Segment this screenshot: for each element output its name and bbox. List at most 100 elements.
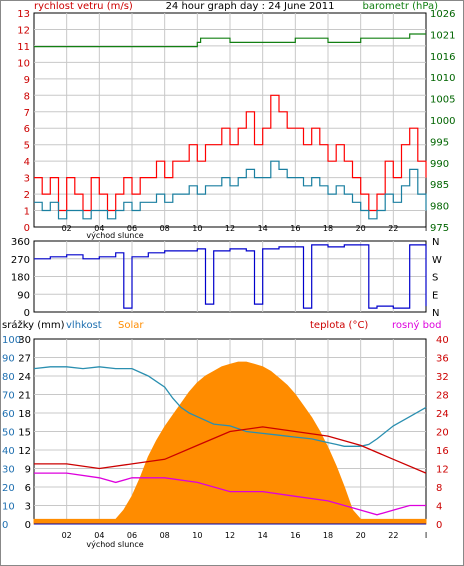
y-left-tick-label: 0	[24, 308, 30, 319]
x-tick-label: 16	[290, 531, 300, 540]
x-tick-label: 18	[323, 224, 333, 233]
y-right-tick-label: 995	[430, 137, 449, 148]
panel1-y-tick-labels: 0123456789101112139759809859909951000100…	[17, 9, 455, 234]
x-tick-label: 12	[225, 531, 235, 540]
y-right-tick-label: 1005	[430, 95, 455, 106]
rain-humidity-solar-temperature-panel: 0102030405060708090100036912151821242730…	[2, 335, 449, 549]
panel2-series	[34, 244, 427, 309]
y-left-tick-label: 12	[17, 25, 30, 36]
y-right-tick-label: 985	[430, 180, 449, 191]
y-right-tick-label: E	[432, 290, 438, 301]
y-left-humidity-tick-label: 60	[2, 409, 15, 420]
y-right-tick-label: 12	[436, 465, 449, 476]
y-left-rain-tick-label: 6	[25, 483, 31, 494]
panel3-series	[33, 361, 427, 525]
x-tick-label: 12	[225, 224, 235, 233]
y-left-tick-label: 9	[24, 75, 30, 86]
panel3-x-tick-labels: 02 04 06 08 10 12 14 16 18 20 22 I	[62, 531, 428, 540]
x-tick-label: 04	[94, 224, 104, 233]
x-tick-label: 10	[192, 531, 202, 540]
x-tick-label: I	[425, 531, 427, 540]
y-left-rain-tick-label: 21	[18, 391, 31, 402]
y-right-tick-label: 16	[436, 446, 449, 457]
panel1-sunrise-label: východ slunce	[86, 231, 143, 240]
x-tick-label: 22	[388, 531, 398, 540]
y-left-humidity-tick-label: 40	[2, 446, 15, 457]
y-left-rain-tick-label: 27	[18, 354, 31, 365]
y-left-humidity-tick-label: 70	[2, 391, 15, 402]
y-left-rain-tick-label: 0	[25, 520, 31, 531]
y-left-humidity-tick-label: 80	[2, 372, 15, 383]
legend-temperature: teplota (°C)	[310, 320, 368, 331]
legend-humidity: vlhkost	[66, 320, 102, 331]
y-left-tick-label: 7	[24, 108, 30, 119]
y-right-tick-label: 32	[436, 372, 449, 383]
y-right-tick-label: 8	[436, 483, 442, 494]
y-right-tick-label: 4	[436, 502, 442, 513]
y-right-tick-label: S	[432, 273, 438, 284]
y-right-tick-label: 1016	[430, 52, 455, 63]
x-tick-label: 18	[323, 531, 333, 540]
series-area-solar	[33, 361, 427, 525]
legend-dew-point: rosný bod	[392, 319, 441, 331]
panel1-series	[34, 33, 427, 220]
y-left-rain-tick-label: 24	[18, 372, 31, 383]
y-left-humidity-tick-label: 100	[2, 335, 21, 346]
x-tick-label: 20	[356, 531, 366, 540]
y-left-tick-label: 4	[24, 157, 30, 168]
x-tick-label: 02	[62, 531, 72, 540]
y-left-tick-label: 6	[24, 124, 30, 135]
series-line-direction	[34, 244, 427, 309]
y-right-tick-label: 1021	[430, 30, 455, 41]
y-right-tick-label: N	[432, 308, 439, 319]
panel3-y-tick-labels: 0102030405060708090100036912151821242730…	[2, 335, 449, 531]
y-right-tick-label: 40	[436, 335, 449, 346]
y-right-tick-label: 1000	[430, 116, 455, 127]
y-right-tick-label: 28	[436, 391, 449, 402]
left-axis-title: rychlost vetru (m/s)	[34, 1, 133, 12]
x-tick-label: 08	[160, 224, 170, 233]
y-left-tick-label: 180	[11, 273, 30, 284]
x-tick-label: 14	[258, 224, 268, 233]
y-right-tick-label: N	[432, 237, 439, 248]
x-tick-label: 14	[258, 531, 268, 540]
legend-rain: srážky (mm)	[2, 319, 65, 331]
x-tick-label: 16	[290, 224, 300, 233]
y-right-tick-label: 24	[436, 409, 449, 420]
y-left-rain-tick-label: 30	[18, 335, 31, 346]
wind-pressure-panel: 0123456789101112139759809859909951000100…	[17, 9, 455, 240]
y-right-tick-label: 980	[430, 202, 449, 213]
x-tick-label: I	[425, 224, 427, 233]
x-tick-label: 20	[356, 224, 366, 233]
y-left-tick-label: 2	[24, 190, 30, 201]
y-left-tick-label: 0	[24, 223, 30, 234]
y-left-humidity-tick-label: 10	[2, 502, 15, 513]
y-left-tick-label: 11	[17, 42, 30, 53]
y-left-tick-label: 5	[24, 141, 30, 152]
x-tick-label: 22	[388, 224, 398, 233]
right-axis-title: barometr (hPa)	[363, 1, 439, 12]
y-right-tick-label: 20	[436, 428, 449, 439]
series-line-wind_avg	[34, 160, 427, 220]
x-tick-label: 08	[160, 531, 170, 540]
y-right-tick-label: 975	[430, 223, 449, 234]
y-left-humidity-tick-label: 30	[2, 465, 15, 476]
series-line-pressure	[34, 33, 426, 48]
y-left-tick-label: 1	[24, 207, 30, 218]
y-left-humidity-tick-label: 0	[2, 520, 8, 531]
y-left-tick-label: 360	[11, 237, 30, 248]
x-tick-label: 06	[127, 531, 137, 540]
y-left-rain-tick-label: 12	[18, 446, 31, 457]
x-tick-label: 04	[94, 531, 104, 540]
y-left-humidity-tick-label: 50	[2, 428, 15, 439]
series-line-temperature	[34, 426, 427, 474]
y-left-rain-tick-label: 18	[18, 409, 31, 420]
y-left-tick-label: 90	[17, 290, 30, 301]
y-left-humidity-tick-label: 20	[2, 483, 15, 494]
legend-solar: Solar	[118, 320, 144, 331]
y-right-tick-label: 0	[436, 520, 442, 531]
y-right-tick-label: 990	[430, 159, 449, 170]
